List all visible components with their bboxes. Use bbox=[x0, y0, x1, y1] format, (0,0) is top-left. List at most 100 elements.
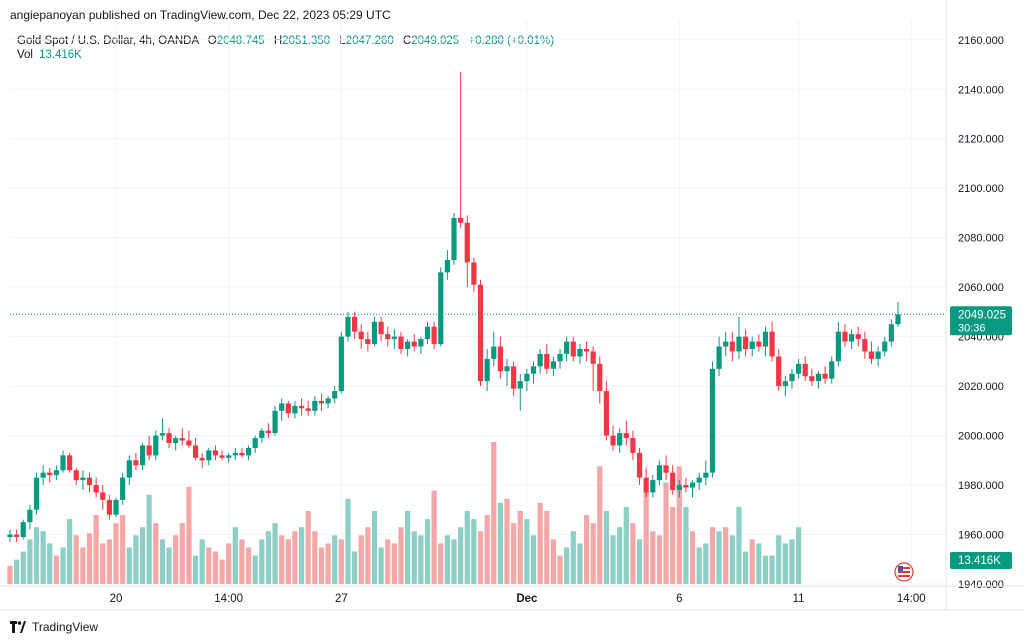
volume-legend: Vol 13.416K bbox=[17, 49, 82, 61]
candle-body bbox=[312, 400, 318, 411]
volume-bar bbox=[279, 535, 285, 584]
volume-bar bbox=[14, 559, 20, 584]
volume-bars bbox=[7, 442, 802, 584]
candle-body bbox=[888, 324, 894, 342]
volume-bar bbox=[60, 547, 66, 584]
candle-body bbox=[358, 331, 364, 340]
candle-body bbox=[451, 217, 457, 260]
candle-body bbox=[285, 403, 291, 414]
volume-bar bbox=[491, 442, 497, 584]
low-label: L bbox=[339, 35, 346, 47]
volume-bar bbox=[206, 547, 212, 584]
candle-body bbox=[868, 351, 875, 359]
candle-body bbox=[769, 331, 775, 357]
candle-body bbox=[849, 334, 855, 342]
symbol-title[interactable]: Gold Spot / U.S. Dollar, 4h, OANDA bbox=[17, 35, 199, 47]
volume-value: 13.416K bbox=[39, 49, 82, 61]
candle-body bbox=[464, 222, 470, 263]
volume-bar bbox=[670, 506, 676, 584]
tradingview-logo-icon bbox=[10, 621, 26, 633]
volume-bar bbox=[252, 555, 258, 584]
candle-body bbox=[239, 452, 245, 456]
candle-body bbox=[265, 430, 272, 434]
volume-bar bbox=[47, 543, 53, 584]
volume-bar bbox=[245, 547, 252, 584]
candle-body bbox=[484, 358, 490, 382]
volume-bar bbox=[371, 510, 378, 584]
candle-body bbox=[656, 465, 663, 481]
candle-body bbox=[630, 438, 636, 453]
candle-body bbox=[80, 477, 86, 481]
time-tick-label: 11 bbox=[793, 593, 805, 605]
volume-bar bbox=[603, 510, 610, 584]
candle-body bbox=[636, 452, 643, 478]
footer-brand[interactable]: TradingView bbox=[10, 620, 98, 634]
volume-bar bbox=[663, 482, 669, 584]
change-value: +0.280 (+0.01%) bbox=[468, 35, 555, 47]
volume-bar bbox=[146, 494, 152, 584]
candle-body bbox=[199, 457, 205, 461]
candle-body bbox=[232, 452, 238, 456]
volume-bar bbox=[285, 539, 291, 584]
candle-body bbox=[617, 433, 623, 446]
candle-body bbox=[325, 398, 331, 404]
candle-body bbox=[206, 450, 212, 461]
volume-bar bbox=[53, 555, 59, 584]
price-tick-label: 1980.000 bbox=[958, 480, 1004, 492]
volume-bar bbox=[292, 531, 298, 584]
volume-bar bbox=[716, 531, 722, 584]
volume-bar bbox=[544, 510, 550, 584]
volume-bar bbox=[411, 531, 417, 584]
volume-bar bbox=[139, 527, 146, 584]
candle-body bbox=[126, 460, 132, 478]
candle-body bbox=[762, 331, 769, 347]
candle-body bbox=[471, 262, 477, 285]
candle-body bbox=[100, 492, 106, 500]
price-tick-label: 1940.000 bbox=[958, 579, 1004, 591]
countdown-label: 30:36 bbox=[958, 322, 986, 334]
volume-bar bbox=[405, 510, 411, 584]
volume-bar bbox=[484, 515, 490, 584]
candle-body bbox=[564, 341, 570, 354]
candle-body bbox=[405, 341, 411, 349]
candle-body bbox=[133, 460, 139, 466]
price-tick-label: 2080.000 bbox=[958, 233, 1004, 245]
volume-bar bbox=[742, 551, 749, 584]
candle-body bbox=[524, 373, 530, 382]
volume-bar bbox=[497, 502, 503, 584]
volume-bar bbox=[186, 486, 192, 584]
volume-bar bbox=[305, 510, 311, 584]
volume-bar bbox=[27, 539, 33, 584]
price-tick-label: 2000.000 bbox=[958, 431, 1004, 443]
volume-bar bbox=[590, 523, 596, 584]
open-label: O bbox=[207, 35, 217, 47]
time-tick-label: 14:00 bbox=[897, 593, 926, 605]
volume-bar bbox=[153, 523, 159, 584]
candle-body bbox=[212, 450, 219, 456]
candle-body bbox=[815, 373, 822, 382]
candle-body bbox=[782, 381, 788, 387]
volume-bar bbox=[643, 490, 649, 584]
price-axis[interactable]: 2160.000 2140.000 2120.000 2100.000 2080.000… bbox=[945, 0, 1004, 610]
candle-body bbox=[139, 445, 146, 466]
candle-body bbox=[511, 366, 517, 389]
candle-body bbox=[398, 336, 404, 349]
candle-body bbox=[33, 477, 40, 510]
candle-body bbox=[557, 353, 563, 362]
candle-body bbox=[789, 373, 795, 382]
candle-body bbox=[749, 341, 755, 349]
volume-bar bbox=[318, 547, 325, 584]
volume-label[interactable]: Vol bbox=[17, 49, 33, 61]
candle-body bbox=[703, 472, 709, 478]
volume-bar bbox=[424, 519, 431, 584]
time-tick-label: Dec bbox=[516, 593, 538, 605]
candle-body bbox=[226, 455, 232, 458]
candle-body bbox=[351, 316, 358, 332]
volume-bar bbox=[610, 535, 616, 584]
volume-bar bbox=[656, 535, 663, 584]
candle-body bbox=[245, 447, 252, 456]
volume-bar bbox=[756, 543, 762, 584]
volume-bar bbox=[312, 531, 318, 584]
